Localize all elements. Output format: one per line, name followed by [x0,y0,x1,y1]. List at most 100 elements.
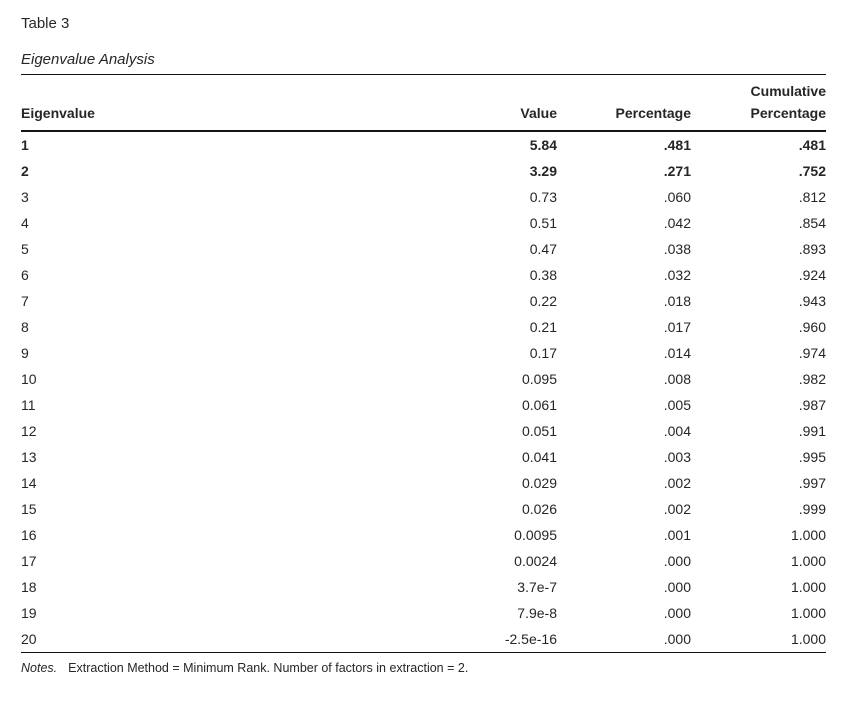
cell-percentage: .004 [663,423,691,439]
table-row: 5 0.47 .038 .893 [21,236,826,262]
cell-eigenvalue: 14 [21,475,37,491]
cell-value: 0.041 [521,449,557,465]
cell-cumulative-percentage: .974 [798,345,826,361]
cell-percentage: .000 [663,631,691,647]
cell-percentage: .000 [663,553,691,569]
cell-eigenvalue: 17 [21,553,37,569]
cell-eigenvalue: 18 [21,579,37,595]
table-row: 9 0.17 .014 .974 [21,340,826,366]
cell-value: -2.5e-16 [504,631,557,647]
cell-cumulative-percentage: 1.000 [790,579,826,595]
table-row: 1 5.84 .481 .481 [21,131,826,158]
table-row: 20 -2.5e-16 .000 1.000 [21,626,826,653]
table-row: 2 3.29 .271 .752 [21,158,826,184]
cell-eigenvalue: 5 [21,241,29,257]
table-title: Eigenvalue Analysis [21,51,155,68]
cell-eigenvalue: 16 [21,527,37,543]
cell-value: 0.061 [521,397,557,413]
cell-cumulative-percentage: .995 [798,449,826,465]
table-row: 14 0.029 .002 .997 [21,470,826,496]
cell-cumulative-percentage: .982 [798,371,826,387]
cell-eigenvalue: 8 [21,319,29,335]
table-row: 4 0.51 .042 .854 [21,210,826,236]
cell-value: 7.9e-8 [517,605,557,621]
table-row: 6 0.38 .032 .924 [21,262,826,288]
cell-eigenvalue: 4 [21,215,29,231]
col-header-eigenvalue-label: Eigenvalue [21,105,95,121]
cell-percentage: .060 [663,189,691,205]
cell-percentage: .032 [663,267,691,283]
cell-cumulative-percentage: .924 [798,267,826,283]
cell-cumulative-percentage: .960 [798,319,826,335]
cell-percentage: .003 [663,449,691,465]
cell-value: 3.29 [529,163,557,179]
cell-cumulative-percentage: .943 [798,293,826,309]
cell-percentage: .005 [663,397,691,413]
cell-percentage: .481 [663,137,691,153]
cell-value: 0.026 [521,501,557,517]
col-header-value-label: Value [520,105,557,121]
table-row: 7 0.22 .018 .943 [21,288,826,314]
table-body: 1 5.84 .481 .481 2 3.29 .271 .752 3 0.73… [21,131,826,653]
table-row: 12 0.051 .004 .991 [21,418,826,444]
table-row: 3 0.73 .060 .812 [21,184,826,210]
cell-value: 5.84 [529,137,557,153]
col-header-percentage: Percentage [557,74,691,132]
table-header: Eigenvalue Value Percentage Cumulative P… [21,74,826,132]
notes-text: Extraction Method = Minimum Rank. Number… [68,661,469,675]
cell-eigenvalue: 20 [21,631,37,647]
cell-cumulative-percentage: .997 [798,475,826,491]
cell-value: 0.38 [529,267,557,283]
cell-value: 3.7e-7 [517,579,557,595]
col-header-value: Value [421,74,557,132]
cell-percentage: .002 [663,501,691,517]
col-header-eigenvalue: Eigenvalue [21,74,421,132]
cell-cumulative-percentage: 1.000 [790,631,826,647]
cell-eigenvalue: 12 [21,423,37,439]
col-header-percentage-label: Percentage [615,105,691,121]
cell-value: 0.47 [529,241,557,257]
cell-cumulative-percentage: 1.000 [790,605,826,621]
cell-value: 0.0024 [514,553,557,569]
cell-value: 0.029 [521,475,557,491]
cell-eigenvalue: 10 [21,371,37,387]
cell-value: 0.51 [529,215,557,231]
cell-cumulative-percentage: .999 [798,501,826,517]
cell-value: 0.051 [521,423,557,439]
cell-percentage: .000 [663,579,691,595]
cell-eigenvalue: 11 [21,397,36,413]
table-row: 8 0.21 .017 .960 [21,314,826,340]
table-row: 16 0.0095 .001 1.000 [21,522,826,548]
table-row: 19 7.9e-8 .000 1.000 [21,600,826,626]
cell-cumulative-percentage: .812 [798,189,826,205]
table-row: 17 0.0024 .000 1.000 [21,548,826,574]
cell-eigenvalue: 7 [21,293,29,309]
cell-cumulative-percentage: .991 [798,423,826,439]
eigenvalue-analysis-table: Eigenvalue Value Percentage Cumulative P… [21,74,826,653]
col-header-cumulative-percentage: Cumulative Percentage [691,74,826,132]
col-header-cumulative-line1: Cumulative [750,83,826,99]
cell-cumulative-percentage: 1.000 [790,553,826,569]
cell-cumulative-percentage: .481 [798,137,826,153]
cell-value: 0.22 [529,293,557,309]
cell-eigenvalue: 13 [21,449,37,465]
table-row: 18 3.7e-7 .000 1.000 [21,574,826,600]
notes-label: Notes. [21,661,58,675]
cell-eigenvalue: 1 [21,137,29,153]
cell-percentage: .042 [663,215,691,231]
cell-percentage: .001 [663,527,691,543]
table-row: 13 0.041 .003 .995 [21,444,826,470]
cell-percentage: .017 [663,319,691,335]
cell-eigenvalue: 15 [21,501,37,517]
cell-percentage: .014 [663,345,691,361]
table-row: 15 0.026 .002 .999 [21,496,826,522]
cell-percentage: .008 [663,371,691,387]
cell-value: 0.21 [529,319,557,335]
cell-cumulative-percentage: 1.000 [790,527,826,543]
cell-value: 0.17 [529,345,557,361]
header-row: Eigenvalue Value Percentage Cumulative P… [21,74,826,132]
cell-value: 0.73 [529,189,557,205]
cell-eigenvalue: 9 [21,345,29,361]
cell-percentage: .002 [663,475,691,491]
cell-percentage: .271 [663,163,691,179]
